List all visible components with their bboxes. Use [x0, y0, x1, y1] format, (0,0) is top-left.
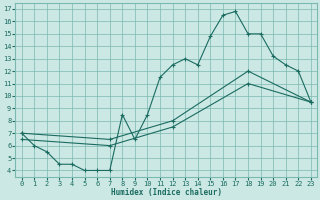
X-axis label: Humidex (Indice chaleur): Humidex (Indice chaleur)	[111, 188, 222, 197]
